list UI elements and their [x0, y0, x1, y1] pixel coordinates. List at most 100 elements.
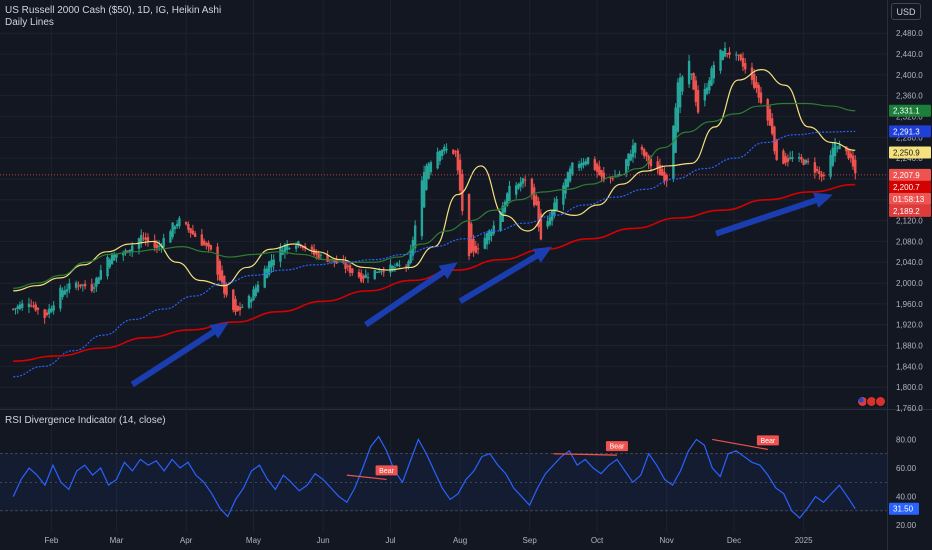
price-axis-border: [887, 0, 888, 550]
candle-body: [173, 226, 177, 230]
candle-body: [351, 268, 354, 274]
candle-body: [427, 163, 430, 179]
candle-body: [131, 245, 134, 252]
candle-body: [660, 168, 664, 176]
candle-body: [806, 161, 810, 163]
ma-line: [13, 102, 856, 289]
candle-body: [537, 201, 540, 228]
candle-body: [234, 299, 237, 312]
price-axis-label: 2,280.0: [896, 133, 923, 142]
candle-body: [797, 157, 801, 159]
time-axis-label: Mar: [110, 536, 124, 545]
candle-body: [829, 154, 832, 177]
candle-body: [634, 143, 637, 153]
candle-body: [501, 205, 504, 222]
candle-body: [79, 284, 82, 287]
candle-body: [836, 147, 839, 149]
candle-body: [27, 303, 31, 308]
candle-body: [676, 82, 680, 132]
candle-body: [425, 165, 428, 190]
candle-body: [474, 245, 477, 253]
candle-body: [678, 77, 682, 108]
candle-body: [420, 180, 424, 237]
candle-body: [741, 57, 745, 67]
candle-body: [696, 90, 700, 113]
candle-body: [16, 306, 19, 309]
candle-body: [499, 211, 502, 231]
candle-body: [847, 149, 850, 159]
candle-body: [822, 174, 826, 176]
candle-body: [577, 164, 581, 169]
candle-body: [47, 308, 51, 315]
candle-body: [155, 244, 159, 249]
divergence-label: Bear: [760, 438, 775, 445]
candle-body: [710, 68, 713, 86]
candle-body: [90, 284, 94, 292]
candle-body: [254, 287, 257, 296]
candle-body: [775, 139, 778, 160]
candle-body: [162, 238, 165, 248]
price-axis-label: 1,840.0: [896, 362, 923, 371]
candle-body: [483, 237, 486, 249]
candle-body: [849, 153, 852, 159]
currency-button[interactable]: USD: [891, 3, 921, 20]
candle-body: [708, 80, 711, 91]
candle-body: [786, 158, 790, 162]
candle-body: [191, 230, 195, 235]
candle-body: [647, 155, 650, 164]
rsi-band: [0, 453, 887, 511]
price-axis-label: 2,240.0: [896, 154, 923, 163]
candle-body: [703, 88, 707, 101]
candle-body: [452, 149, 455, 155]
candle-body: [833, 142, 837, 157]
candle-body: [108, 259, 111, 268]
price-axis-badge: [889, 204, 931, 217]
candle-body: [582, 162, 585, 166]
candle-body: [59, 287, 62, 309]
divergence-line: [712, 438, 768, 451]
ma-line: [13, 69, 856, 292]
candle-body: [656, 161, 659, 169]
time-axis-label: Sep: [523, 536, 538, 545]
time-axis-label: Apr: [180, 536, 193, 545]
candle-body: [838, 145, 841, 150]
price-axis-badge-label: 2,207.9: [893, 171, 920, 180]
candle-body: [692, 73, 695, 90]
candle-body: [755, 81, 758, 89]
event-flags[interactable]: [857, 396, 886, 407]
candle-body: [719, 49, 722, 71]
price-axis-badge: [889, 125, 931, 138]
candle-body: [391, 265, 394, 271]
candle-body: [649, 158, 653, 167]
candle-body: [232, 289, 235, 310]
candle-body: [61, 290, 64, 297]
time-axis-label: Aug: [453, 536, 467, 545]
candle-body: [344, 262, 347, 269]
candle-body: [454, 151, 457, 153]
candle-body: [178, 218, 181, 227]
price-axis-label: 2,120.0: [896, 217, 923, 226]
ma-line: [13, 130, 856, 378]
candle-body: [250, 299, 253, 303]
candle-body: [490, 231, 493, 236]
candle-body: [270, 260, 273, 268]
candle-body: [200, 234, 204, 246]
candle-body: [225, 284, 228, 296]
price-axis-label: 1,960.0: [896, 300, 923, 309]
candle-body: [757, 84, 760, 98]
candle-body: [366, 277, 370, 279]
candle-body: [43, 309, 46, 318]
candle-body: [593, 159, 596, 170]
candle-body: [97, 277, 100, 284]
annotation-arrow: [715, 192, 833, 237]
price-axis-label: 2,000.0: [896, 279, 923, 288]
candle-body: [333, 259, 336, 263]
candle-body: [851, 155, 855, 167]
event-marker-icon[interactable]: [875, 396, 886, 407]
candle-body: [517, 183, 520, 189]
candle-body: [171, 222, 174, 237]
candle-body: [268, 261, 271, 275]
candle-body: [768, 109, 772, 126]
candle-body: [413, 225, 417, 249]
